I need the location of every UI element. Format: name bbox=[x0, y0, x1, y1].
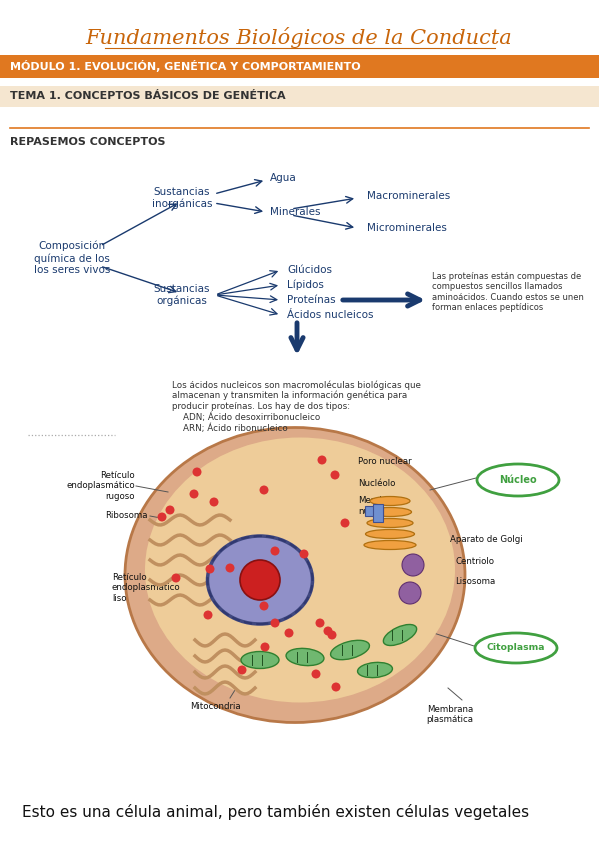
Text: Sustancias
orgánicas: Sustancias orgánicas bbox=[154, 284, 210, 306]
Text: MÓDULO 1. EVOLUCIÓN, GENÉTICA Y COMPORTAMIENTO: MÓDULO 1. EVOLUCIÓN, GENÉTICA Y COMPORTA… bbox=[10, 60, 361, 72]
Circle shape bbox=[271, 546, 280, 555]
Text: Glúcidos: Glúcidos bbox=[287, 265, 332, 275]
Text: Esto es una célula animal, pero también existen células vegetales: Esto es una célula animal, pero también … bbox=[22, 804, 529, 820]
Circle shape bbox=[285, 628, 294, 638]
Text: Membrana
plasmática: Membrana plasmática bbox=[426, 705, 473, 724]
Text: Núcleo: Núcleo bbox=[499, 475, 537, 485]
Circle shape bbox=[323, 627, 332, 635]
Text: Centriolo: Centriolo bbox=[455, 557, 494, 566]
Circle shape bbox=[399, 582, 421, 604]
Ellipse shape bbox=[383, 624, 417, 645]
Text: Minerales: Minerales bbox=[270, 207, 320, 217]
Text: REPASEMOS CONCEPTOS: REPASEMOS CONCEPTOS bbox=[10, 137, 165, 147]
Ellipse shape bbox=[286, 649, 324, 666]
Circle shape bbox=[225, 564, 234, 572]
Circle shape bbox=[331, 683, 340, 691]
Text: Mitocondria: Mitocondria bbox=[190, 702, 240, 711]
Circle shape bbox=[340, 518, 349, 527]
Circle shape bbox=[261, 643, 270, 651]
Circle shape bbox=[300, 550, 308, 559]
Circle shape bbox=[311, 670, 320, 678]
Circle shape bbox=[204, 611, 213, 620]
Text: Microminerales: Microminerales bbox=[367, 223, 447, 233]
Ellipse shape bbox=[370, 496, 410, 505]
Circle shape bbox=[402, 554, 424, 576]
Circle shape bbox=[317, 455, 326, 465]
Text: Composición
química de los
los seres vivos: Composición química de los los seres viv… bbox=[34, 241, 110, 275]
Text: Fundamentos Biológicos de la Conducta: Fundamentos Biológicos de la Conducta bbox=[86, 27, 512, 48]
Circle shape bbox=[240, 560, 280, 600]
Ellipse shape bbox=[367, 518, 413, 527]
Text: Los ácidos nucleicos son macromoléculas biológicas que
almacenan y transmiten la: Los ácidos nucleicos son macromoléculas … bbox=[172, 380, 421, 432]
Text: Agua: Agua bbox=[270, 173, 297, 183]
Circle shape bbox=[158, 512, 167, 522]
FancyBboxPatch shape bbox=[373, 504, 383, 522]
Ellipse shape bbox=[241, 651, 279, 668]
Bar bbox=[0, 86, 599, 107]
Text: Nucléolo: Nucléolo bbox=[358, 479, 395, 488]
Text: Membrana
nuclear: Membrana nuclear bbox=[358, 496, 404, 516]
Circle shape bbox=[171, 573, 180, 583]
FancyBboxPatch shape bbox=[365, 506, 383, 516]
Text: Citoplasma: Citoplasma bbox=[487, 644, 545, 652]
Circle shape bbox=[271, 618, 280, 628]
Ellipse shape bbox=[331, 640, 370, 660]
Text: Macrominerales: Macrominerales bbox=[367, 191, 450, 201]
Circle shape bbox=[237, 666, 247, 674]
Ellipse shape bbox=[368, 507, 412, 516]
Text: Lisosoma: Lisosoma bbox=[455, 577, 495, 587]
Circle shape bbox=[189, 489, 198, 499]
Circle shape bbox=[210, 498, 219, 506]
Ellipse shape bbox=[358, 662, 392, 678]
Text: Las proteínas están compuestas de
compuestos sencillos llamados
aminoácidos. Cua: Las proteínas están compuestas de compue… bbox=[432, 272, 584, 312]
Ellipse shape bbox=[365, 529, 415, 538]
Circle shape bbox=[165, 505, 174, 515]
Text: Poro nuclear: Poro nuclear bbox=[358, 458, 412, 466]
Text: TEMA 1. CONCEPTOS BÁSICOS DE GENÉTICA: TEMA 1. CONCEPTOS BÁSICOS DE GENÉTICA bbox=[10, 91, 286, 101]
Circle shape bbox=[205, 565, 214, 573]
Bar bbox=[0, 55, 599, 78]
Ellipse shape bbox=[145, 438, 455, 702]
Circle shape bbox=[259, 486, 268, 494]
Circle shape bbox=[259, 601, 268, 611]
Ellipse shape bbox=[364, 540, 416, 550]
Text: Ribosoma: Ribosoma bbox=[105, 511, 148, 521]
Text: Sustancias
inorgánicas: Sustancias inorgánicas bbox=[152, 187, 212, 209]
Circle shape bbox=[328, 631, 337, 639]
Text: Retículo
endoplasmático
liso: Retículo endoplasmático liso bbox=[112, 573, 181, 603]
Circle shape bbox=[316, 618, 325, 628]
Circle shape bbox=[331, 471, 340, 479]
Ellipse shape bbox=[125, 427, 465, 722]
Ellipse shape bbox=[207, 536, 313, 624]
Circle shape bbox=[192, 467, 201, 477]
Text: Retículo
endoplasmático
rugoso: Retículo endoplasmático rugoso bbox=[66, 471, 135, 501]
Text: Aparato de Golgi: Aparato de Golgi bbox=[450, 535, 522, 544]
Text: Proteínas: Proteínas bbox=[287, 295, 335, 305]
Text: Ácidos nucleicos: Ácidos nucleicos bbox=[287, 310, 374, 320]
Text: Lípidos: Lípidos bbox=[287, 280, 324, 290]
